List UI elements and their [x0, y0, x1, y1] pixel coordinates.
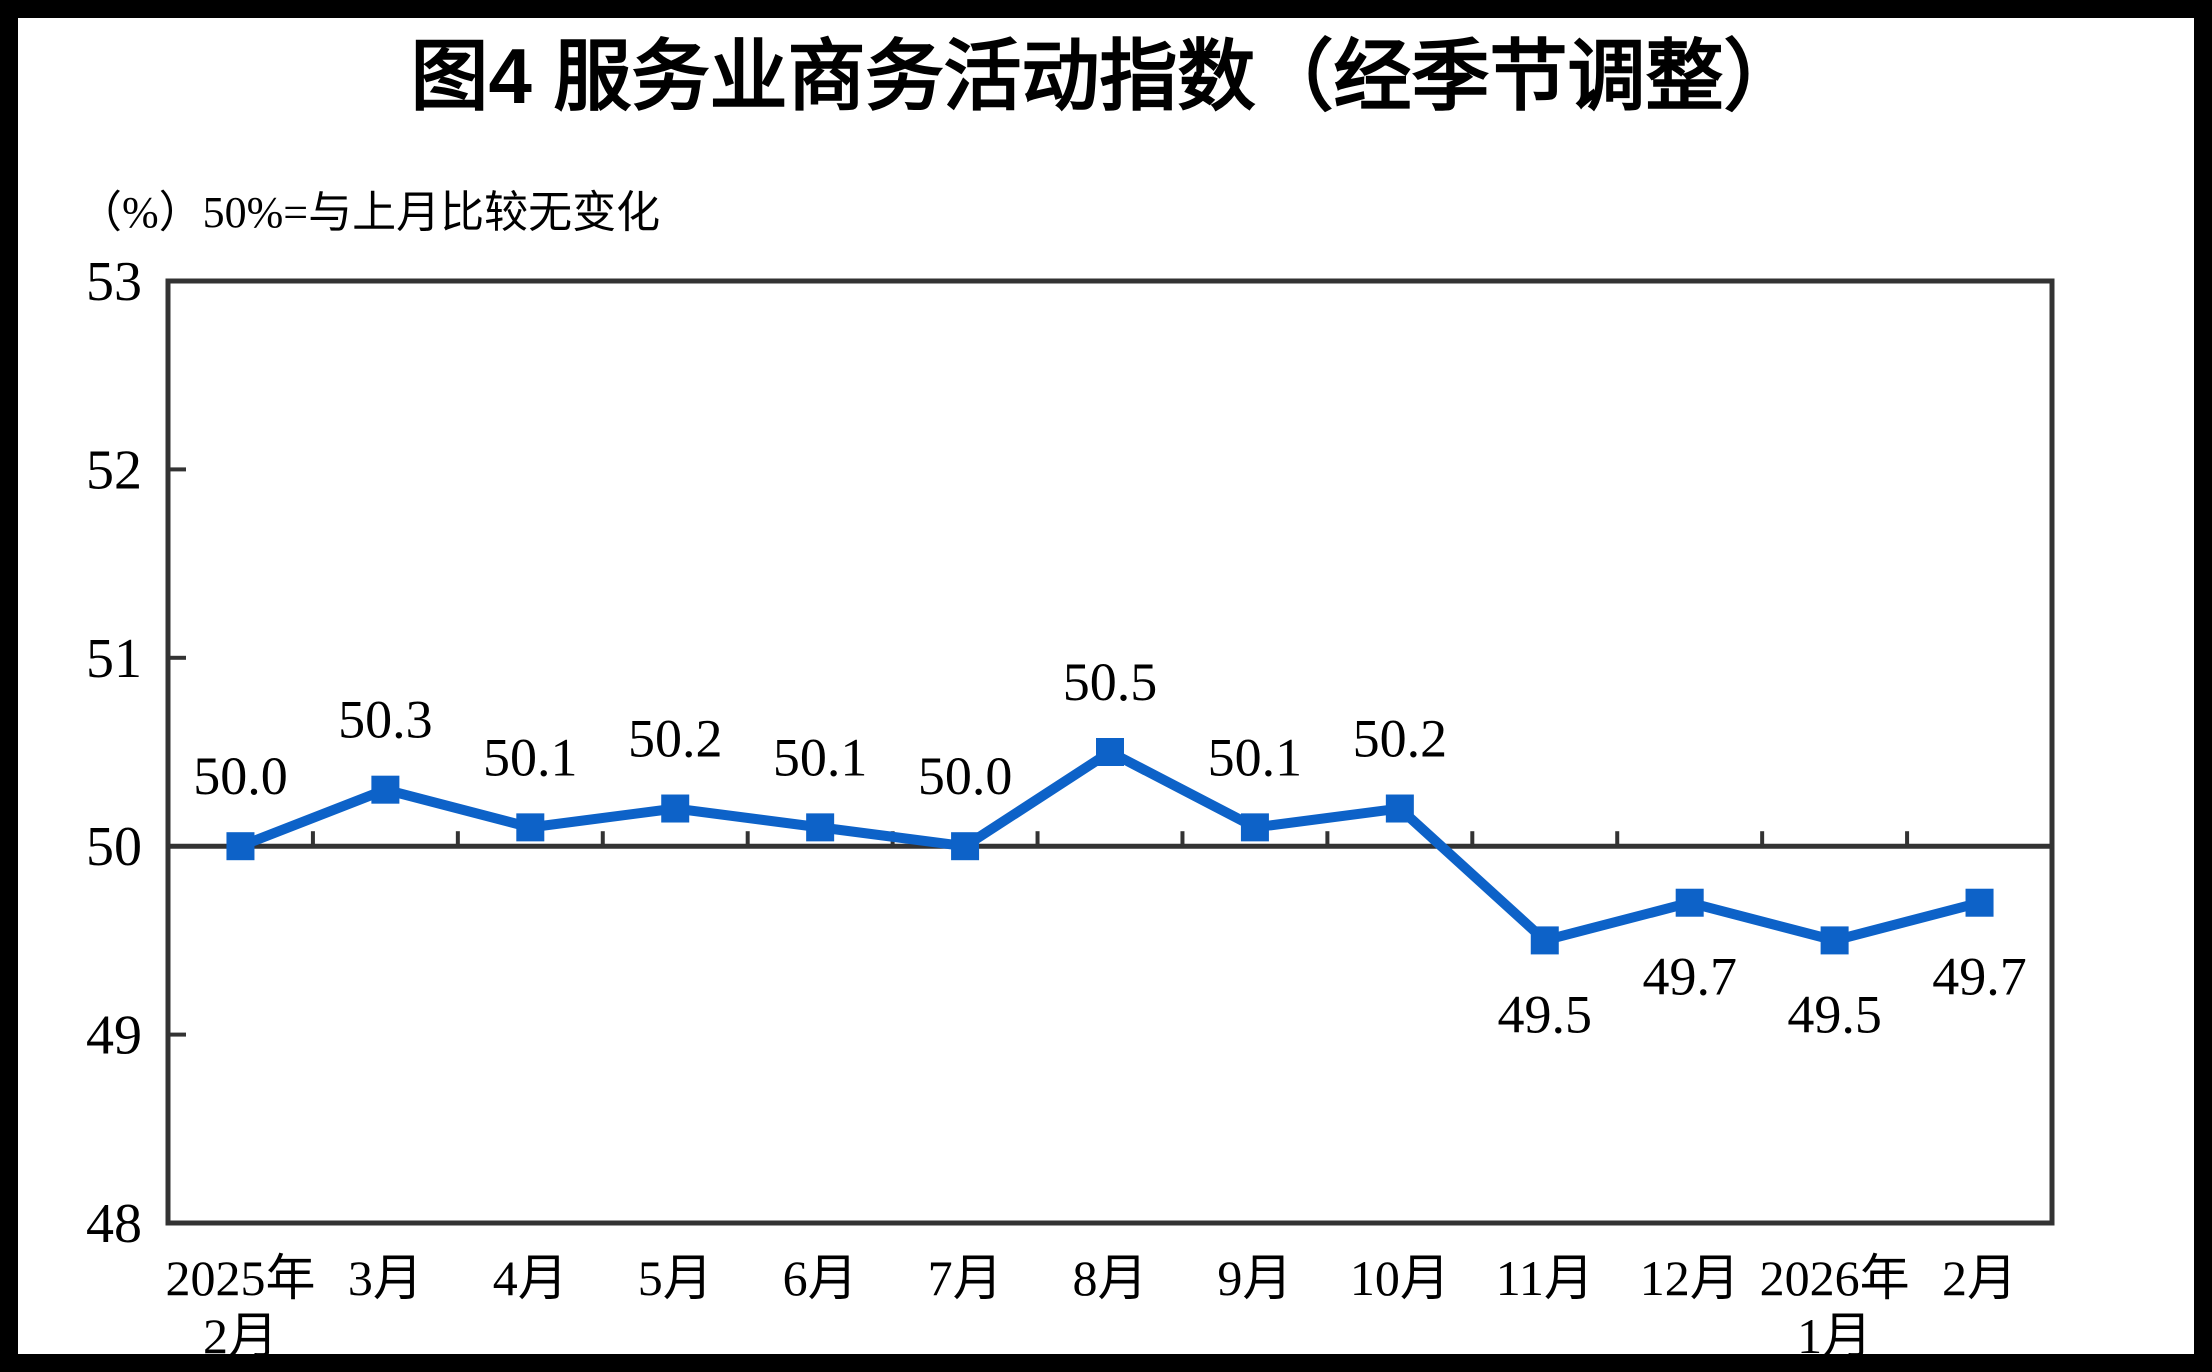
data-label: 50.2 [628, 709, 723, 769]
x-axis-category-label: 10月 [1350, 1250, 1450, 1306]
data-label: 49.5 [1787, 984, 1882, 1044]
x-axis-category-label: 7月 [928, 1250, 1003, 1306]
data-label: 49.7 [1642, 947, 1737, 1007]
data-point-marker [661, 794, 690, 823]
x-axis-category-label: 5月 [638, 1250, 713, 1306]
data-point-marker [951, 832, 980, 861]
data-point-marker [516, 813, 545, 842]
chart-title: 图4 服务业商务活动指数（经季节调整） [410, 32, 1802, 120]
x-axis-category-label: 4月 [493, 1250, 568, 1306]
x-axis-category-label: 2月 [1942, 1250, 2017, 1306]
data-point-marker [1965, 888, 1994, 917]
data-point-marker [226, 832, 255, 861]
data-label: 50.2 [1353, 709, 1448, 769]
data-label: 50.3 [338, 690, 433, 750]
y-axis-tick-label: 51 [86, 628, 142, 690]
y-axis-tick-label: 49 [86, 1005, 142, 1067]
data-label: 50.0 [193, 746, 288, 806]
x-axis-category-label: 9月 [1217, 1250, 1292, 1306]
x-axis-category-label: 1月 [1797, 1308, 1872, 1364]
x-axis-category-label: 3月 [348, 1250, 423, 1306]
x-axis-category-label: 2月 [203, 1308, 278, 1364]
chart-unit-note: （%）50%=与上月比较无变化 [78, 188, 661, 237]
data-point-marker [1820, 926, 1849, 955]
x-axis-category-label: 2025年 [165, 1250, 315, 1306]
data-label: 50.5 [1063, 652, 1158, 712]
y-axis-tick-label: 53 [86, 251, 142, 313]
data-point-marker [806, 813, 835, 842]
data-label: 49.5 [1498, 984, 1593, 1044]
data-label: 50.1 [1208, 727, 1303, 787]
x-axis-category-label: 6月 [783, 1250, 858, 1306]
plot-frame [165, 278, 2055, 1226]
y-axis-tick-label: 48 [86, 1193, 142, 1255]
data-point-marker [1096, 738, 1124, 766]
y-axis-tick-label: 52 [86, 439, 142, 501]
data-point-marker [1675, 888, 1704, 917]
x-axis-category-label: 2026年 [1760, 1250, 1910, 1306]
x-axis-category-label: 8月 [1073, 1250, 1148, 1306]
y-axis-tick-label: 50 [86, 816, 142, 878]
data-point-marker [1530, 926, 1559, 955]
data-label: 50.1 [483, 727, 578, 787]
data-label: 50.0 [918, 746, 1013, 806]
x-axis-category-label: 11月 [1496, 1250, 1594, 1306]
data-label: 49.7 [1932, 947, 2027, 1007]
data-label: 50.1 [773, 727, 868, 787]
data-point-marker [371, 775, 400, 804]
data-point-marker [1385, 794, 1414, 823]
x-axis-category-label: 12月 [1640, 1250, 1740, 1306]
data-point-marker [1240, 813, 1269, 842]
